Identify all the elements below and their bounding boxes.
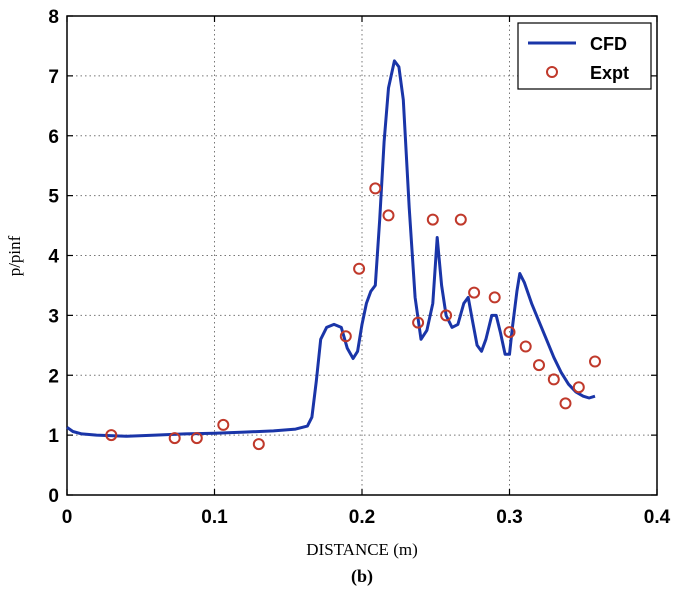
y-tick-label: 7 <box>48 67 59 88</box>
y-tick-label: 8 <box>48 7 59 28</box>
expt-data-point <box>168 432 181 445</box>
expt-data-point <box>190 432 203 445</box>
expt-data-point <box>217 418 230 431</box>
expt-data-point <box>252 438 265 451</box>
x-tick-label: 0.4 <box>644 507 671 528</box>
expt-data-point <box>353 262 366 275</box>
y-tick-label: 1 <box>48 426 59 447</box>
x-axis: 0 0.1 0.2 0.3 0.4 <box>62 16 671 528</box>
y-tick-label: 0 <box>48 486 59 507</box>
figure-caption: (b) <box>351 566 373 587</box>
expt-data-point <box>488 291 501 304</box>
series-layer <box>66 59 601 451</box>
legend-expt-label: Expt <box>590 63 629 83</box>
expt-data-point <box>412 316 425 329</box>
y-axis: 0 1 2 3 4 5 6 7 8 <box>48 7 657 507</box>
expt-data-point <box>533 359 545 372</box>
expt-data-point <box>426 213 439 226</box>
y-tick-label: 4 <box>48 247 59 268</box>
y-axis-label: p/pinf <box>5 235 24 276</box>
y-tick-label: 5 <box>48 187 59 208</box>
legend-expt-marker <box>546 66 558 78</box>
expt-data-point <box>572 381 585 394</box>
expt-data-point <box>559 397 572 410</box>
expt-data-point <box>339 330 352 343</box>
x-tick-label: 0.3 <box>496 507 522 528</box>
legend: CFD Expt <box>517 22 652 90</box>
x-tick-label: 0 <box>62 507 73 528</box>
x-tick-label: 0.2 <box>349 507 375 528</box>
expt-data-point <box>547 373 560 386</box>
series-cfd-line <box>66 59 596 438</box>
expt-data-point <box>440 309 453 322</box>
x-axis-label: DISTANCE (m) <box>306 540 418 559</box>
expt-data-point <box>454 213 467 226</box>
expt-data-point <box>105 429 118 442</box>
y-tick-label: 2 <box>48 366 59 387</box>
y-tick-label: 6 <box>48 127 59 148</box>
expt-data-point <box>519 340 532 353</box>
legend-cfd-label: CFD <box>590 34 627 54</box>
legend-box <box>517 22 652 90</box>
expt-data-point <box>589 355 601 368</box>
x-tick-label: 0.1 <box>201 507 228 528</box>
y-tick-label: 3 <box>48 306 59 327</box>
expt-data-point <box>369 182 382 195</box>
expt-data-point <box>468 286 481 299</box>
expt-data-point <box>382 209 395 222</box>
expt-data-point <box>503 326 516 339</box>
